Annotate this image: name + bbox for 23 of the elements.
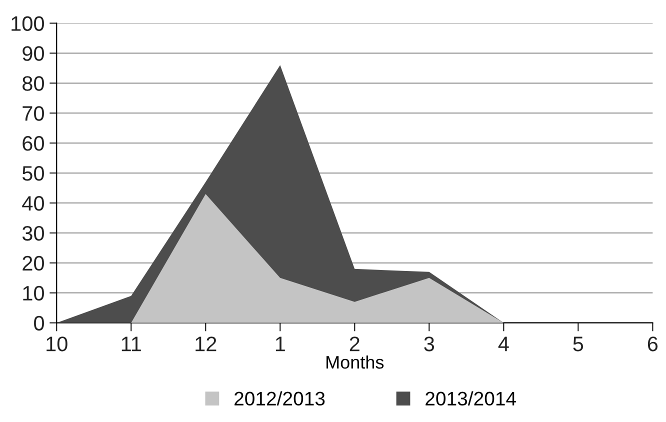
x-tick-label: 4 xyxy=(498,336,509,352)
y-tick-label: 30 xyxy=(22,226,44,241)
y-tick-label: 50 xyxy=(22,166,44,181)
x-axis-title: Months xyxy=(326,355,384,369)
x-tick-label: 1 xyxy=(276,336,285,352)
y-tick-label: 60 xyxy=(22,136,44,151)
y-tick-label: 90 xyxy=(22,46,44,61)
y-tick-label: 10 xyxy=(23,286,44,301)
x-tick-label: 12 xyxy=(196,336,216,352)
y-tick-label: 70 xyxy=(22,106,44,121)
legend-label: 2012/2013 xyxy=(234,391,325,406)
x-tick-label: 10 xyxy=(46,336,68,352)
x-tick-label: 6 xyxy=(648,336,658,352)
y-tick-label: 20 xyxy=(22,256,44,271)
legend-label: 2013/2014 xyxy=(426,391,516,406)
x-tick-label: 11 xyxy=(122,336,141,352)
y-tick-label: 0 xyxy=(34,316,44,331)
x-tick-label: 2 xyxy=(350,336,360,352)
y-tick-label: 40 xyxy=(22,196,44,211)
y-tick-label: 80 xyxy=(22,76,44,91)
y-tick-label: 100 xyxy=(12,16,44,31)
x-tick-label: 5 xyxy=(573,336,584,352)
x-tick-label: 3 xyxy=(424,336,434,352)
